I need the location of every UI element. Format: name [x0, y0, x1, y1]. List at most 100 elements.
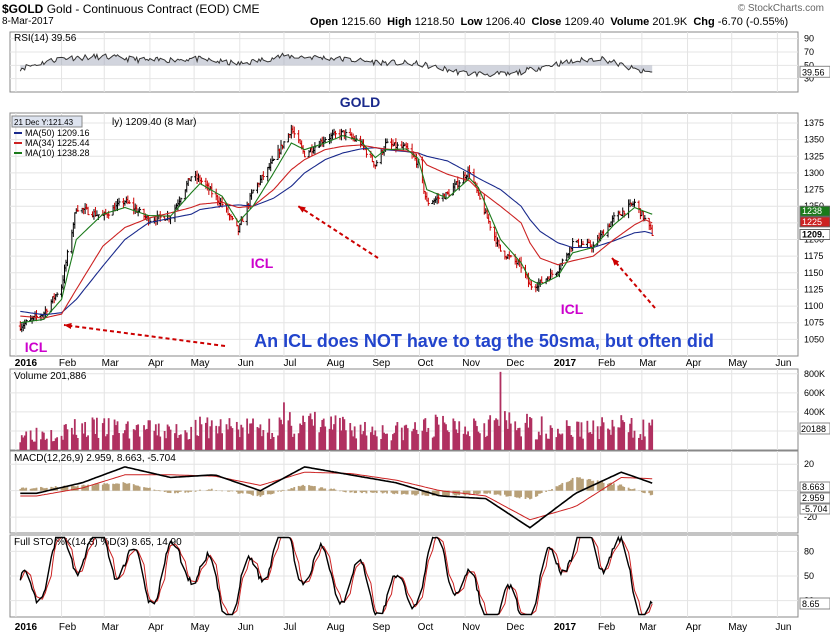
macd-histogram-bar — [406, 490, 409, 495]
macd-histogram-bar — [405, 490, 408, 495]
macd-histogram-bar — [29, 488, 32, 491]
macd-histogram-bar — [34, 488, 36, 491]
macd-histogram-bar — [462, 490, 465, 495]
volume-bar — [508, 412, 511, 450]
macd-histogram-bar — [96, 483, 98, 491]
macd-histogram-bar — [643, 490, 646, 494]
volume-bar — [359, 424, 362, 450]
volume-bar — [640, 439, 643, 450]
macd-histogram-bar — [381, 490, 384, 494]
macd-histogram-bar — [113, 484, 116, 491]
price-axis-month-label: Feb — [598, 358, 616, 369]
volume-bar — [75, 434, 78, 450]
volume-bar — [333, 424, 335, 450]
volume-bar — [197, 435, 200, 450]
volume-bar — [433, 436, 436, 450]
macd-histogram-bar — [22, 487, 25, 491]
price-axis-month-label: 2017 — [554, 358, 577, 369]
macd-histogram-bar — [610, 482, 612, 491]
volume-bar — [19, 442, 22, 450]
arrow-head — [298, 206, 306, 213]
volume-bar — [104, 436, 107, 450]
volume-bar — [29, 430, 32, 450]
macd-histogram-bar — [93, 485, 95, 491]
macd-badge-label: -5.704 — [802, 504, 828, 514]
volume-bar — [539, 435, 542, 450]
volume-bar — [617, 427, 620, 450]
macd-histogram-bar — [539, 490, 542, 494]
volume-bar — [514, 421, 517, 450]
macd-histogram-bar — [586, 479, 589, 491]
volume-bar — [50, 430, 53, 450]
macd-histogram-bar — [246, 490, 249, 494]
macd-histogram-bar — [259, 490, 262, 497]
macd-histogram-bar — [227, 490, 229, 492]
volume-bar — [369, 432, 372, 450]
macd-histogram-bar — [87, 484, 89, 491]
rsi-tick-label: 50 — [804, 60, 814, 70]
macd-histogram-bar — [134, 485, 137, 491]
volume-bar — [230, 426, 232, 450]
macd-histogram-bar — [607, 483, 609, 491]
volume-bar — [579, 436, 581, 450]
macd-histogram-bar — [123, 482, 126, 491]
volume-bar — [149, 420, 151, 450]
price-axis-month-label: Aug — [327, 358, 345, 369]
volume-bar — [464, 426, 467, 450]
volume-bar — [225, 424, 228, 450]
volume-bar — [268, 418, 271, 450]
price-axis-month-label: May — [191, 358, 210, 369]
volume-bar — [386, 433, 388, 450]
macd-histogram-bar — [520, 490, 522, 497]
volume-bar — [62, 439, 64, 450]
macd-histogram-bar — [474, 490, 477, 494]
macd-histogram-bar — [503, 490, 506, 495]
macd-histogram-bar — [499, 490, 502, 496]
macd-histogram-bar — [137, 485, 140, 491]
price-axis-month-label: Oct — [418, 358, 434, 369]
macd-histogram-bar — [515, 490, 518, 498]
volume-bar — [623, 422, 626, 450]
macd-histogram-bar — [495, 490, 497, 495]
volume-bar — [374, 430, 377, 450]
volume-bar — [424, 418, 427, 450]
macd-histogram-bar — [206, 489, 209, 491]
macd-histogram-bar — [147, 488, 150, 491]
volume-bar — [272, 437, 275, 450]
macd-histogram-bar — [618, 484, 621, 491]
volume-bar — [436, 416, 439, 450]
macd-histogram-bar — [506, 490, 509, 497]
close-value: 1209.40 — [564, 16, 605, 28]
volume-bar — [175, 424, 178, 450]
volume-bar — [445, 424, 447, 450]
sto-axis-month-label: 2016 — [15, 622, 38, 633]
macd-histogram-bar — [534, 490, 537, 497]
volume-bar — [216, 433, 219, 450]
ma-line-0 — [20, 147, 653, 316]
macd-histogram-bar — [44, 488, 47, 491]
macd-histogram-bar — [355, 490, 358, 493]
volume-bar — [107, 418, 110, 450]
sto-axis-month-label: Dec — [506, 622, 524, 633]
volume-bar — [339, 417, 341, 450]
volume-bar — [621, 420, 624, 450]
macd-histogram-bar — [545, 490, 548, 492]
price-tick-label: 1125 — [804, 284, 823, 294]
volume-bar — [396, 422, 399, 450]
macd-histogram-bar — [73, 486, 76, 491]
volume-bar — [247, 433, 250, 450]
sto-axis-month-label: Jul — [284, 622, 297, 633]
macd-histogram-bar — [66, 486, 69, 491]
macd-badge — [799, 481, 830, 493]
ma-badge — [799, 205, 830, 217]
macd-histogram-bar — [91, 484, 94, 491]
volume-bar — [403, 425, 406, 450]
macd-histogram-bar — [290, 488, 293, 491]
macd-histogram-bar — [344, 490, 347, 493]
macd-histogram-bar — [589, 479, 592, 491]
macd-histogram-bar — [188, 490, 191, 492]
macd-histogram-bar — [266, 490, 269, 495]
volume-bar — [249, 423, 251, 450]
macd-histogram-bar — [65, 486, 67, 491]
ma-line-1 — [20, 144, 653, 319]
